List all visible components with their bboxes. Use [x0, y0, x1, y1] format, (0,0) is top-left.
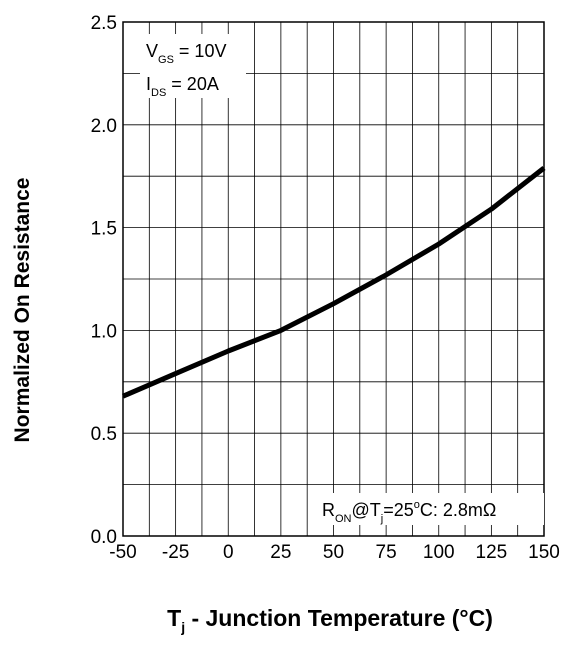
annotation-box-conditions [140, 34, 246, 98]
annotation-vgs: VGS = 10V [146, 41, 226, 66]
y-axis-label: Normalized On Resistance [11, 178, 34, 443]
y-tick-label: 2.5 [91, 13, 117, 34]
x-tick-label: 0 [223, 542, 234, 563]
x-tick-label: -25 [162, 542, 189, 563]
x-tick-label: 50 [323, 542, 344, 563]
x-tick-labels: -50 -25 0 25 50 75 100 125 150 [109, 542, 560, 563]
y-tick-label: 2.0 [91, 116, 117, 137]
series-line [122, 166, 546, 399]
x-tick-label: -50 [109, 542, 136, 563]
grid [123, 22, 544, 536]
annotation-box-ron [316, 493, 544, 525]
x-tick-label: 75 [376, 542, 397, 563]
y-tick-label: 1.5 [91, 219, 117, 240]
x-axis-label: Tj - Junction Temperature (°C) [167, 605, 493, 635]
y-tick-label: 0.5 [91, 424, 117, 445]
x-tick-label: 125 [476, 542, 508, 563]
x-tick-label: 100 [423, 542, 455, 563]
y-tick-label: 1.0 [91, 321, 117, 342]
annotation-ids: IDS = 20A [146, 74, 219, 99]
x-tick-label: 25 [270, 542, 291, 563]
annotation-ron: RON@Tj=25oC: 2.8mΩ [322, 499, 496, 525]
x-tick-label: 150 [528, 542, 560, 563]
y-tick-labels: 0.0 0.5 1.0 1.5 2.0 2.5 [91, 13, 117, 548]
y-tick-label: 0.0 [91, 527, 117, 548]
plot-frame [122, 21, 545, 537]
